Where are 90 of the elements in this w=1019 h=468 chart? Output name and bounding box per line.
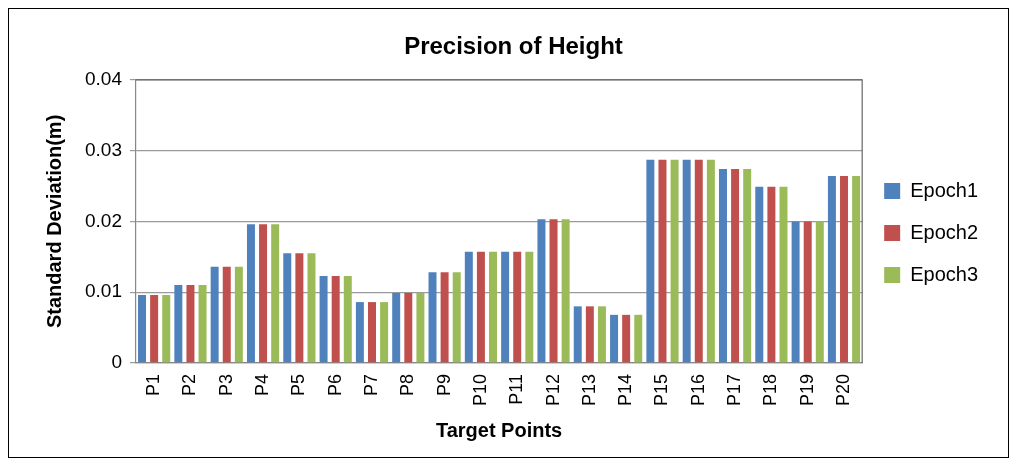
bar <box>343 275 352 363</box>
x-tick-label: P3 <box>215 373 236 396</box>
x-tick-label: P19 <box>796 373 817 406</box>
y-tick-label: 0.04 <box>85 68 123 90</box>
x-tick-label: P12 <box>542 373 563 406</box>
bar <box>138 295 147 363</box>
x-tick-label: P9 <box>433 373 454 396</box>
y-tick-label: 0.03 <box>85 138 122 160</box>
bar <box>513 251 522 363</box>
bar <box>646 159 655 363</box>
bar <box>380 302 389 363</box>
bar <box>174 285 183 363</box>
bar <box>416 292 425 363</box>
x-tick-label: P4 <box>252 373 273 396</box>
bar <box>537 219 546 363</box>
bar <box>718 169 727 363</box>
bar <box>464 251 473 363</box>
x-tick-label: P11 <box>506 373 527 405</box>
bar <box>452 272 461 363</box>
x-tick-label: P10 <box>469 373 490 406</box>
bar <box>670 159 679 363</box>
bar <box>210 266 219 363</box>
chart-title: Precision of Height <box>404 32 623 60</box>
bar <box>234 266 243 363</box>
x-tick-label: P6 <box>324 373 345 396</box>
bar <box>791 221 800 363</box>
bar <box>501 251 510 363</box>
bar <box>489 251 498 363</box>
bar <box>573 306 582 363</box>
bar <box>368 302 376 363</box>
bar <box>186 285 195 363</box>
bar <box>767 186 776 363</box>
bar <box>694 159 703 363</box>
bar <box>440 272 449 363</box>
bar <box>222 266 231 363</box>
bar <box>428 272 437 363</box>
bar <box>246 224 255 363</box>
bar <box>162 295 171 363</box>
x-tick-label: P20 <box>832 373 853 406</box>
bar <box>597 306 606 363</box>
x-tick-label: P18 <box>760 373 781 406</box>
bar <box>319 275 328 363</box>
bar <box>610 314 619 363</box>
x-tick-label: P14 <box>615 373 636 406</box>
bar <box>840 176 849 363</box>
bar <box>803 221 812 363</box>
bar <box>307 253 316 363</box>
bar <box>815 221 824 363</box>
bar <box>634 314 643 363</box>
y-tick-label: 0 <box>111 351 122 373</box>
bar <box>682 159 691 363</box>
bar <box>706 159 715 363</box>
bar <box>561 219 570 363</box>
bar <box>622 314 631 363</box>
bar <box>731 169 740 363</box>
y-tick-label: 0.01 <box>85 280 122 302</box>
bar <box>355 302 364 363</box>
legend-label: Epoch3 <box>910 262 979 285</box>
bar <box>852 176 861 363</box>
bar <box>476 251 485 363</box>
bar <box>743 169 752 363</box>
bar <box>283 253 292 363</box>
bar <box>827 176 836 363</box>
x-tick-label: P17 <box>724 373 745 406</box>
x-tick-label: P7 <box>360 373 381 396</box>
bar <box>331 275 340 363</box>
bar <box>549 219 558 363</box>
legend-label: Epoch1 <box>910 178 979 201</box>
legend-label: Epoch2 <box>910 220 979 243</box>
bar <box>404 292 413 363</box>
x-tick-label: P1 <box>143 373 164 396</box>
bar <box>150 295 159 363</box>
bar <box>755 186 764 363</box>
bar <box>295 253 304 363</box>
x-tick-label: P13 <box>578 373 599 406</box>
x-tick-label: P8 <box>397 373 418 396</box>
bar <box>658 159 667 363</box>
x-tick-label: P2 <box>179 373 200 396</box>
x-tick-label: P16 <box>687 373 708 406</box>
bar <box>392 292 401 363</box>
y-axis-title: Standard Deviation(m) <box>42 114 65 329</box>
bar <box>525 251 534 363</box>
y-tick-label: 0.02 <box>85 209 122 231</box>
bar <box>585 306 594 363</box>
bar <box>271 224 280 363</box>
x-tick-label: P15 <box>651 373 672 406</box>
x-tick-label: P5 <box>288 373 309 396</box>
x-axis-title: Target Points <box>435 418 563 441</box>
bar <box>198 285 207 363</box>
bar <box>259 224 268 363</box>
